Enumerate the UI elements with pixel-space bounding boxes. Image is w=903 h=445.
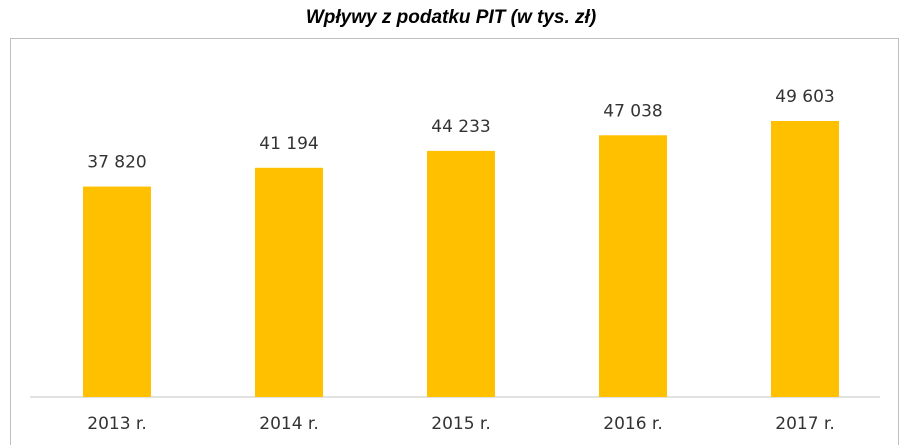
bar	[427, 150, 495, 397]
data-label: 47 038	[603, 101, 662, 121]
bar	[771, 121, 839, 397]
data-label: 44 233	[431, 117, 490, 137]
x-tick-label: 2015 r.	[431, 414, 491, 434]
chart-title: Wpływy z podatku PIT (w tys. zł)	[306, 7, 596, 28]
data-label: 41 194	[259, 134, 318, 154]
bar	[599, 135, 667, 397]
bar	[83, 186, 151, 397]
data-label: 37 820	[87, 153, 146, 173]
data-label: 49 603	[775, 87, 834, 107]
x-tick-label: 2014 r.	[259, 414, 319, 434]
x-tick-label: 2013 r.	[87, 414, 147, 434]
bar	[255, 167, 323, 397]
x-tick-label: 2016 r.	[603, 414, 663, 434]
x-tick-label: 2017 r.	[775, 414, 835, 434]
